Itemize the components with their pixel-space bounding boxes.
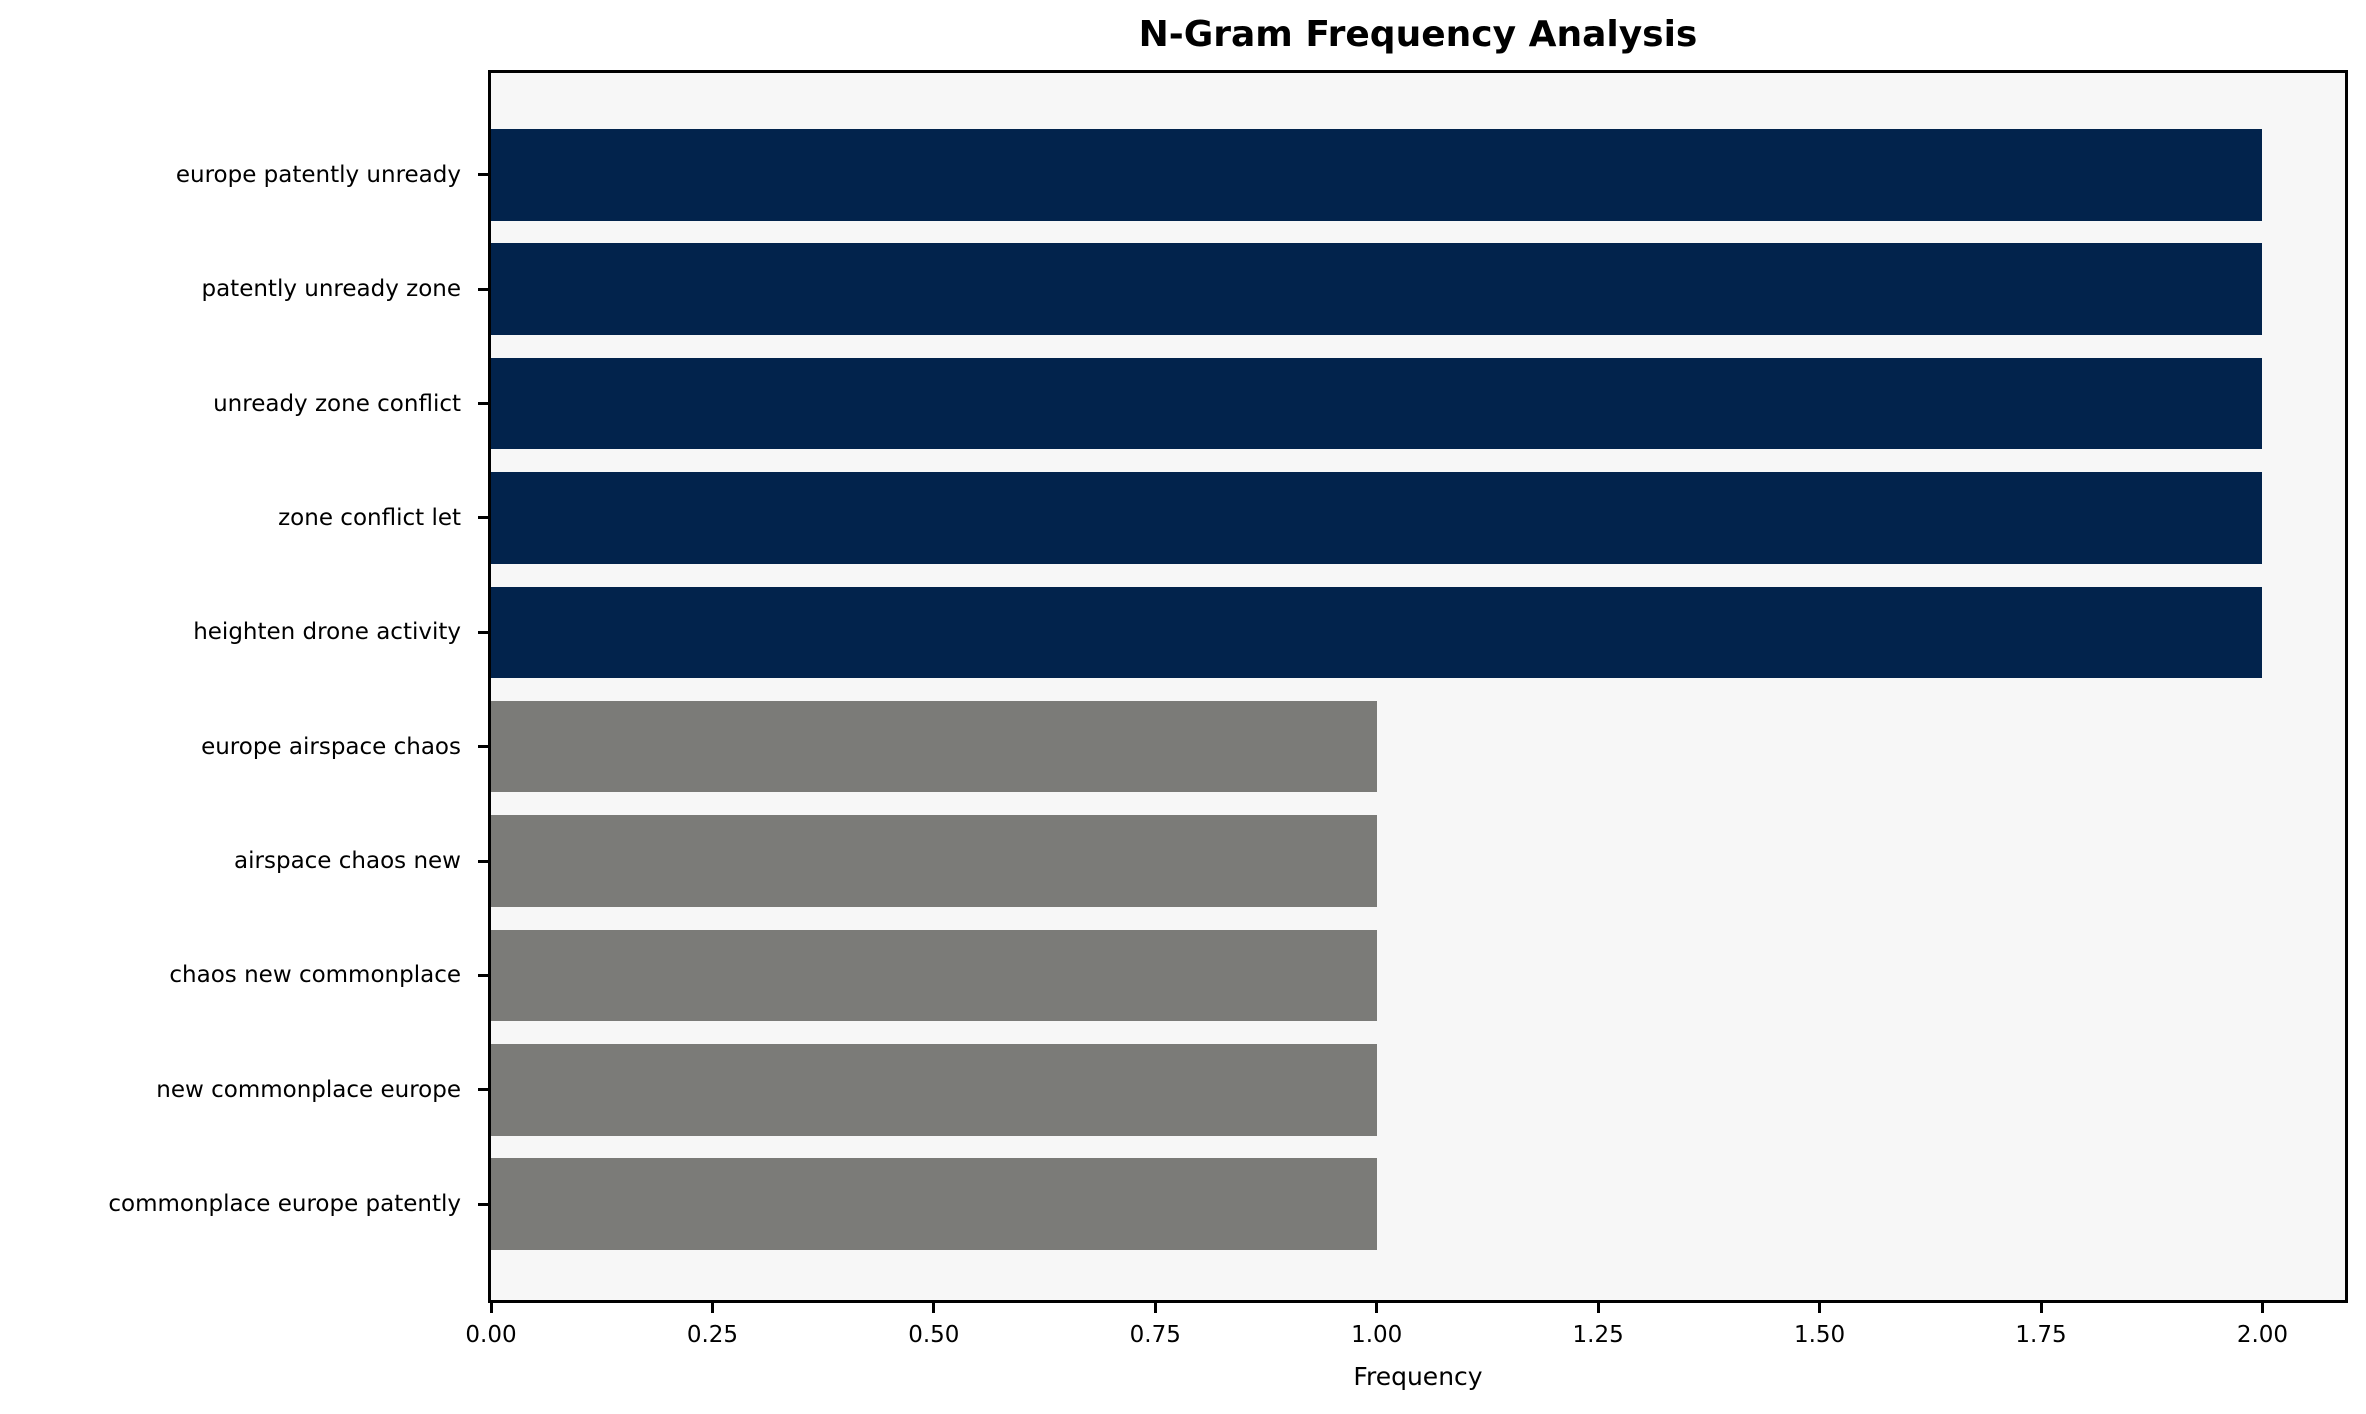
category-label: airspace chaos new (234, 848, 461, 875)
x-tick-label: 1.25 (1572, 1322, 1624, 1348)
x-tick-label: 1.50 (1793, 1322, 1846, 1348)
y-axis-tick (478, 630, 488, 634)
y-axis-tick (478, 745, 488, 749)
frequency-bar (491, 586, 2263, 679)
frequency-bar (491, 1044, 1377, 1136)
y-axis-tick (478, 973, 488, 977)
x-tick-label: 2.00 (2236, 1322, 2289, 1348)
frequency-bar (491, 929, 1377, 1022)
x-axis-tick (489, 1303, 493, 1313)
category-label: commonplace europe patently (108, 1191, 461, 1218)
category-label: heighten drone activity (193, 619, 461, 646)
category-label: new commonplace europe (156, 1076, 461, 1103)
x-axis-label: Frequency (1353, 1362, 1483, 1391)
bars-container (491, 73, 2345, 1300)
x-axis-tick (1375, 1303, 1379, 1313)
category-label: europe patently unready (175, 161, 461, 188)
x-axis-tick (710, 1303, 714, 1313)
frequency-bar (491, 357, 2263, 450)
frequency-bar (491, 1158, 1377, 1250)
x-axis-tick (1818, 1303, 1822, 1313)
category-label: zone conflict let (278, 504, 461, 531)
x-tick-label: 0.25 (686, 1322, 739, 1348)
x-tick-label: 0.50 (908, 1322, 960, 1348)
frequency-bar (491, 129, 2263, 221)
x-tick-label: 1.00 (1351, 1322, 1403, 1348)
frequency-bar (491, 472, 2263, 564)
y-axis-tick (478, 859, 488, 863)
category-label: patently unready zone (201, 276, 461, 303)
plot-area: Frequency europe patently unready patentl… (108, 70, 2348, 1391)
y-axis-tick (478, 287, 488, 291)
category-label: chaos new commonplace (169, 962, 461, 989)
chart-title: N-Gram Frequency Analysis (1138, 14, 1698, 55)
x-axis-tick (932, 1303, 936, 1313)
y-axis-tick (478, 173, 488, 177)
x-axis-tick (1596, 1303, 1600, 1313)
x-axis-tick (1153, 1303, 1157, 1313)
frequency-bar (491, 815, 1377, 907)
x-tick-label: 0.75 (1129, 1322, 1181, 1348)
y-axis-tick (478, 516, 488, 520)
frequency-bar (491, 243, 2263, 335)
x-axis-tick (2039, 1303, 2043, 1313)
x-tick-label: 0.00 (465, 1322, 517, 1348)
x-axis-tick (2260, 1303, 2264, 1313)
x-tick-label: 1.75 (2015, 1322, 2067, 1348)
y-axis-tick (478, 1088, 488, 1092)
y-axis-tick (478, 402, 488, 406)
category-label: europe airspace chaos (201, 733, 461, 760)
category-label: unready zone conflict (213, 390, 461, 417)
y-axis-tick (478, 1202, 488, 1206)
frequency-bar (491, 700, 1377, 793)
